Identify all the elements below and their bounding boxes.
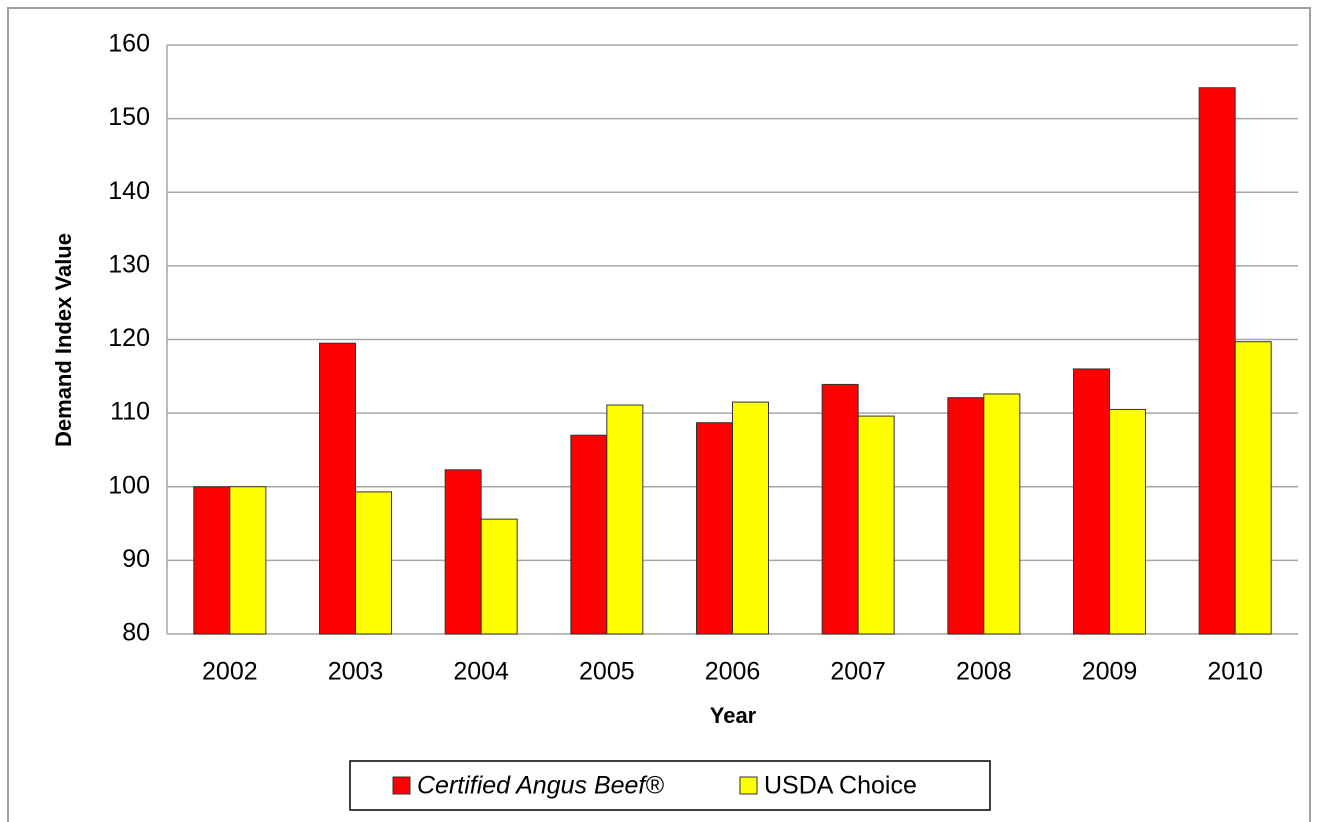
bar bbox=[947, 397, 985, 635]
bar bbox=[983, 393, 1021, 635]
bar bbox=[355, 491, 392, 635]
x-tick-label: 2002 bbox=[202, 658, 258, 686]
bar bbox=[1198, 87, 1236, 635]
bar bbox=[1234, 341, 1272, 635]
bar bbox=[606, 404, 644, 635]
bar bbox=[1073, 368, 1110, 635]
y-tick-label: 140 bbox=[108, 177, 150, 205]
bar bbox=[319, 342, 356, 635]
x-tick-label: 2008 bbox=[956, 658, 1012, 686]
y-tick-label: 150 bbox=[108, 103, 150, 131]
legend-label: Certified Angus Beef® bbox=[417, 772, 664, 800]
y-tick-label: 160 bbox=[108, 30, 150, 58]
x-tick-label: 2007 bbox=[830, 658, 886, 686]
x-tick-label: 2003 bbox=[328, 658, 384, 686]
bar bbox=[193, 486, 231, 635]
bar bbox=[857, 415, 895, 635]
y-tick-label: 110 bbox=[110, 398, 150, 426]
x-tick-label: 2009 bbox=[1082, 658, 1138, 686]
x-tick-label: 2004 bbox=[453, 658, 509, 686]
x-axis-title: Year bbox=[710, 703, 757, 728]
legend-box bbox=[349, 760, 991, 811]
y-tick-label: 90 bbox=[122, 545, 150, 573]
bar bbox=[480, 518, 518, 635]
y-tick-label: 120 bbox=[108, 324, 150, 352]
bar bbox=[229, 486, 267, 635]
legend-swatch bbox=[739, 776, 758, 795]
legend-label: USDA Choice bbox=[764, 772, 917, 800]
y-axis-title: Demand Index Value bbox=[51, 233, 76, 447]
bar bbox=[732, 401, 769, 635]
chart-border bbox=[7, 7, 1311, 822]
y-tick-label: 130 bbox=[108, 250, 150, 278]
y-tick-label: 80 bbox=[122, 619, 150, 647]
legend-swatch bbox=[392, 776, 411, 795]
bar bbox=[1109, 408, 1146, 635]
x-tick-label: 2005 bbox=[579, 658, 635, 686]
bar bbox=[821, 383, 859, 635]
bar bbox=[570, 434, 608, 635]
bar bbox=[696, 422, 733, 635]
x-tick-label: 2010 bbox=[1207, 658, 1263, 686]
x-tick-label: 2006 bbox=[705, 658, 761, 686]
bar bbox=[444, 469, 482, 635]
y-tick-label: 100 bbox=[108, 471, 150, 499]
